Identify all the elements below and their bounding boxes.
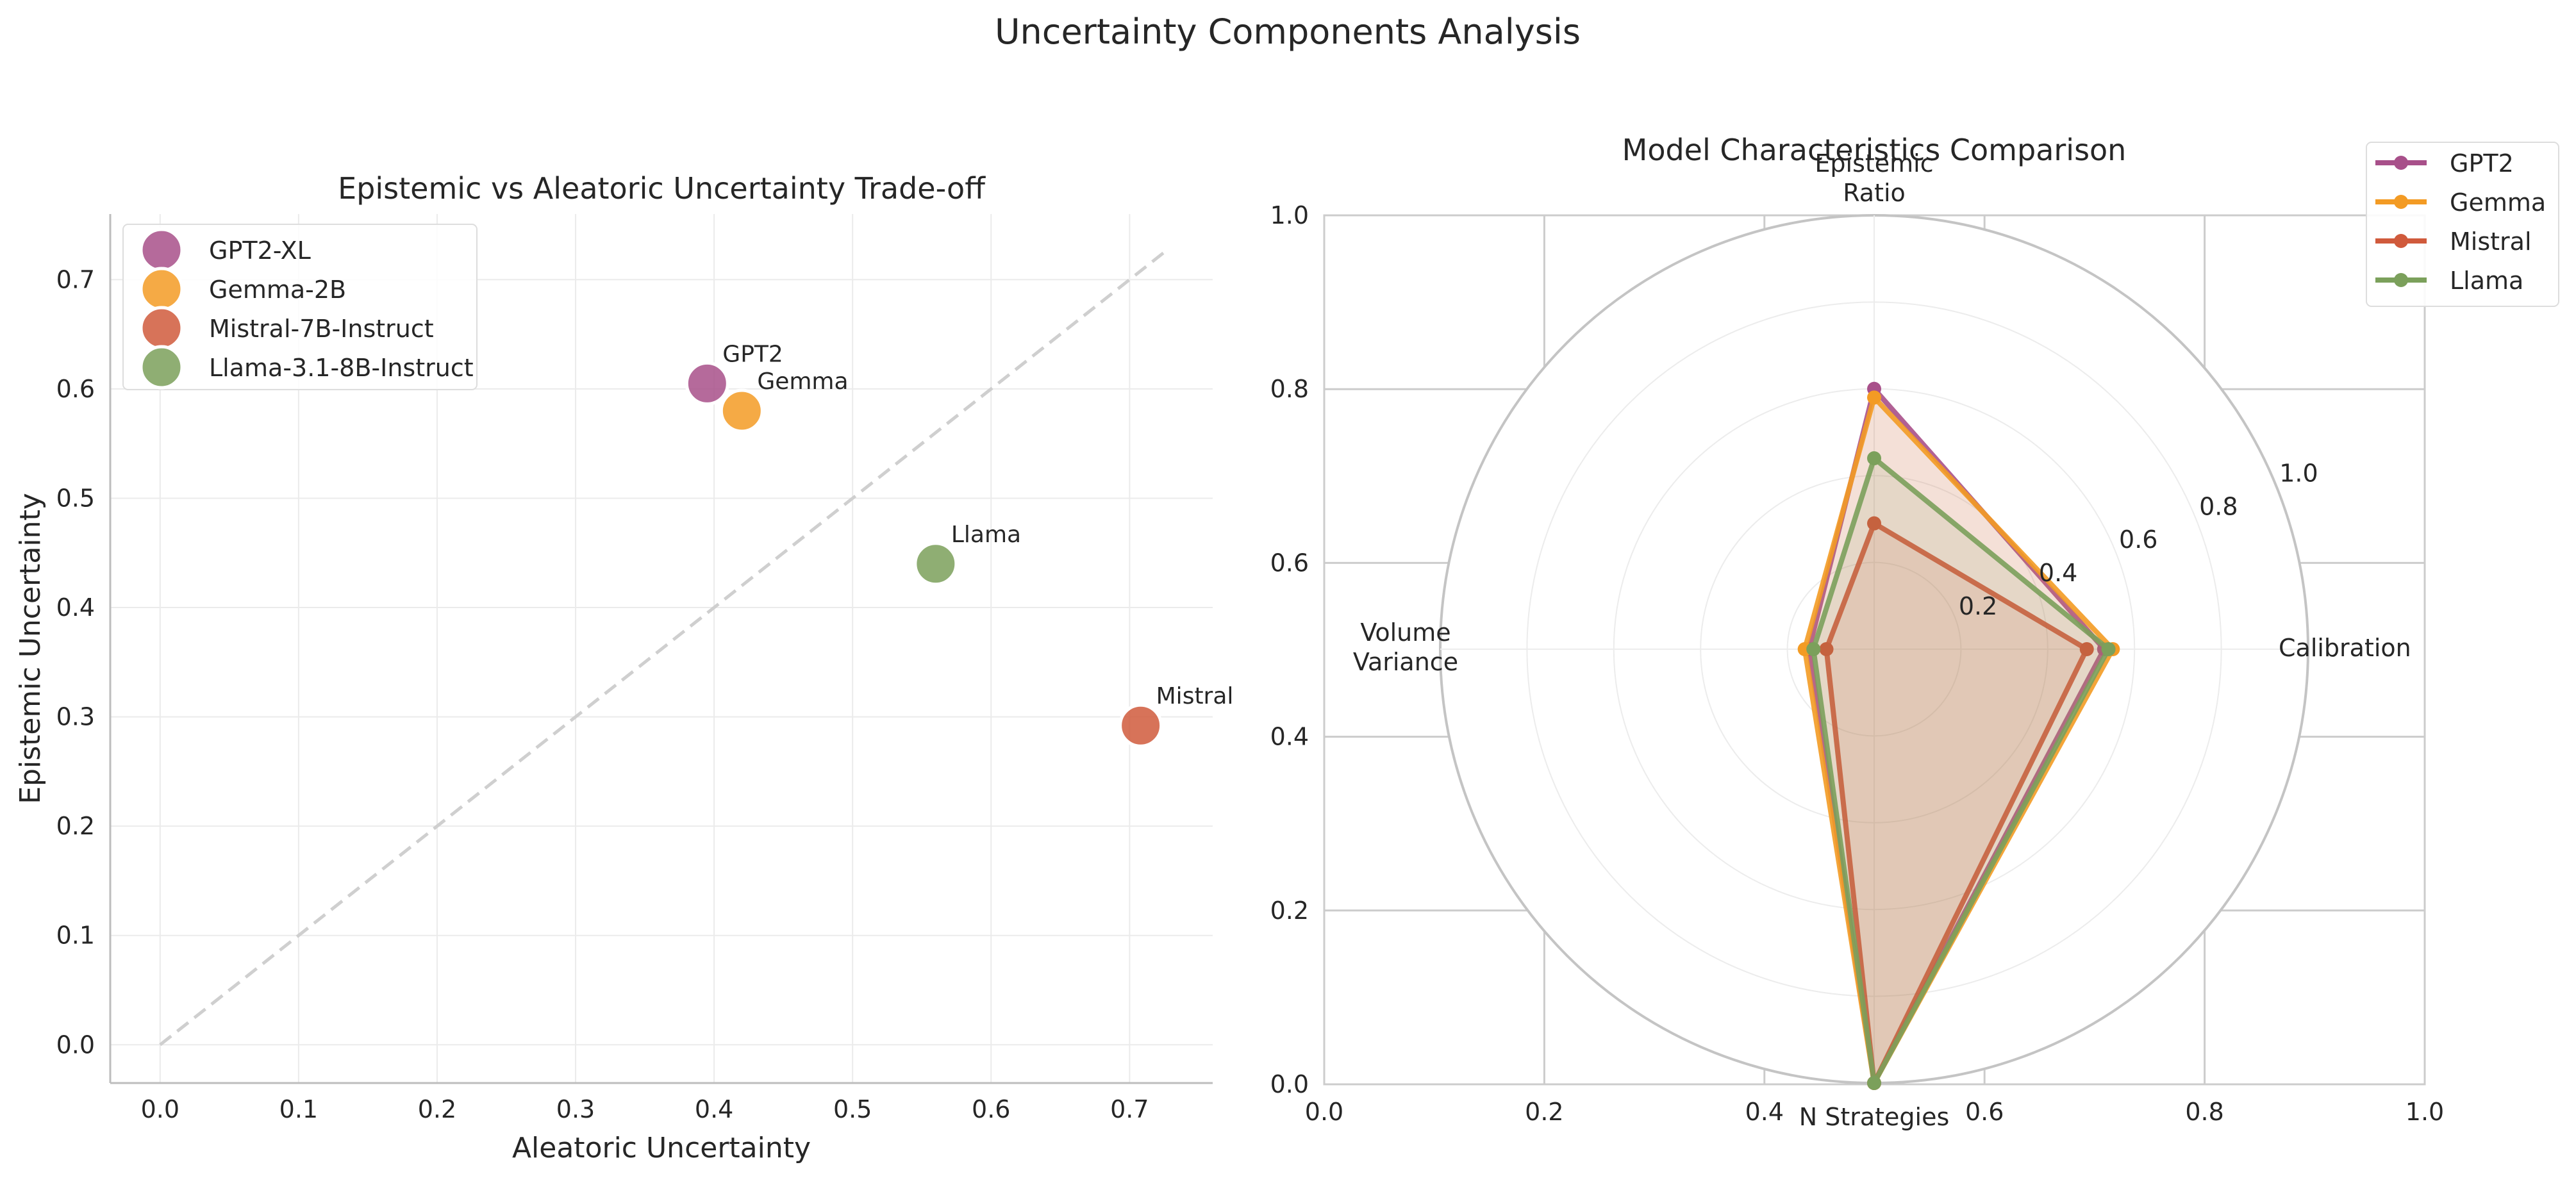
radar-bg-y-tick-label: 1.0 xyxy=(1270,201,1309,229)
radar-legend-label: Mistral xyxy=(2450,228,2532,256)
scatter-legend-label: GPT2-XL xyxy=(209,236,311,265)
radar-bg-x-tick-label: 0.6 xyxy=(1965,1098,2004,1126)
scatter-y-tick-label: 0.3 xyxy=(56,703,95,731)
radar-bg-x-tick-label: 0.4 xyxy=(1745,1098,1784,1126)
radar-bg-x-tick-label: 0.0 xyxy=(1305,1098,1343,1126)
radar-series-point xyxy=(1867,390,1881,405)
scatter-y-tick-label: 0.6 xyxy=(56,375,95,403)
radar-axis-label: Variance xyxy=(1353,648,1458,676)
scatter-x-tick-label: 0.0 xyxy=(141,1095,179,1123)
scatter-legend-frame xyxy=(122,224,478,390)
radar-legend-label: Llama xyxy=(2450,267,2523,295)
scatter-y-tick-label: 0.4 xyxy=(56,593,95,622)
radar-series-point xyxy=(1819,642,1834,656)
scatter-legend-label: Gemma-2B xyxy=(209,276,346,304)
radar-axis-label: Epistemic xyxy=(1815,149,1933,178)
radar-legend-marker xyxy=(2394,273,2408,287)
radar-panel: 0.0 0.2 0.4 0.6 0.8 1.0 0.0 0.2 0.4 0.6 0.8 1.0 0.2 0… xyxy=(1270,133,2559,1131)
scatter-x-tick-label: 0.7 xyxy=(1110,1095,1149,1123)
scatter-point-label: GPT2 xyxy=(722,341,783,367)
radar-bg-x-tick-label: 0.2 xyxy=(1525,1098,1563,1126)
scatter-point xyxy=(913,542,958,586)
radar-title: Model Characteristics Comparison xyxy=(1622,133,2127,167)
scatter-point-label: Llama xyxy=(951,522,1021,548)
radar-legend: GPT2 Gemma Mistral Llama xyxy=(2366,142,2559,307)
scatter-x-tick-label: 0.5 xyxy=(833,1095,872,1123)
scatter-x-tick-label: 0.4 xyxy=(695,1095,733,1123)
scatter-legend-marker xyxy=(139,306,184,351)
radar-legend-label: Gemma xyxy=(2450,188,2546,217)
scatter-legend-label: Mistral-7B-Instruct xyxy=(209,315,434,343)
scatter-reference-line xyxy=(159,251,1165,1046)
figure-title: Uncertainty Components Analysis xyxy=(995,12,1581,52)
scatter-legend-marker xyxy=(139,267,184,311)
radar-series-point xyxy=(1867,451,1881,466)
scatter-y-axis-label: Epistemic Uncertainty xyxy=(14,493,47,804)
scatter-point-label: Gemma xyxy=(757,368,848,395)
scatter-x-tick-label: 0.6 xyxy=(972,1095,1010,1123)
radar-legend-label: GPT2 xyxy=(2450,149,2514,178)
radar-radial-tick-label: 0.2 xyxy=(1959,592,1997,620)
radar-bg-x-tick-label: 0.8 xyxy=(2185,1098,2223,1126)
scatter-point xyxy=(1118,703,1163,748)
radar-series-point xyxy=(1867,1076,1881,1090)
radar-legend-frame xyxy=(2366,142,2559,307)
radar-axis-label: N Strategies xyxy=(1799,1103,1950,1131)
scatter-x-tick-label: 0.3 xyxy=(556,1095,595,1123)
radar-axis-label: Ratio xyxy=(1843,179,1906,207)
radar-radial-tick-label: 0.4 xyxy=(2039,559,2077,587)
scatter-legend-label: Llama-3.1-8B-Instruct xyxy=(209,354,474,382)
scatter-y-tick-label: 0.1 xyxy=(56,922,95,950)
radar-series-point xyxy=(1806,642,1821,656)
radar-bg-y-tick-label: 0.0 xyxy=(1270,1070,1309,1098)
radar-legend-marker xyxy=(2394,234,2408,248)
scatter-legend: GPT2-XL Gemma-2B Mistral-7B-Instruct Llama-… xyxy=(122,224,478,390)
scatter-point xyxy=(685,361,729,406)
scatter-y-tick-label: 0.7 xyxy=(56,265,95,294)
scatter-x-axis-label: Aleatoric Uncertainty xyxy=(512,1132,811,1164)
scatter-point xyxy=(719,388,764,433)
scatter-point-label: Mistral xyxy=(1156,683,1234,709)
scatter-y-tick-label: 0.0 xyxy=(56,1030,95,1059)
radar-radial-tick-label: 1.0 xyxy=(2279,459,2318,488)
radar-radial-tick-label: 0.8 xyxy=(2199,492,2238,520)
radar-bg-x-tick-label: 1.0 xyxy=(2406,1098,2444,1126)
scatter-y-tick-label: 0.2 xyxy=(56,812,95,840)
scatter-x-tick-label: 0.2 xyxy=(418,1095,456,1123)
radar-bg-y-tick-label: 0.4 xyxy=(1270,723,1309,751)
radar-bg-y-tick-label: 0.6 xyxy=(1270,549,1309,577)
radar-axis-label: Calibration xyxy=(2279,634,2411,662)
scatter-title: Epistemic vs Aleatoric Uncertainty Trade… xyxy=(338,171,986,206)
radar-radial-tick-label: 0.6 xyxy=(2119,525,2157,554)
scatter-x-tick-label: 0.1 xyxy=(279,1095,318,1123)
scatter-y-tick-label: 0.5 xyxy=(56,484,95,512)
radar-series-point xyxy=(2101,642,2116,656)
radar-series-point xyxy=(2079,642,2094,656)
radar-legend-marker xyxy=(2394,195,2408,209)
radar-bg-y-tick-label: 0.2 xyxy=(1270,897,1309,925)
radar-legend-marker xyxy=(2394,156,2408,170)
radar-bg-y-tick-label: 0.8 xyxy=(1270,375,1309,403)
scatter-legend-marker xyxy=(139,228,184,272)
radar-axis-label: Volume xyxy=(1360,618,1450,647)
scatter-legend-marker xyxy=(139,345,184,390)
radar-series-point xyxy=(1867,516,1881,531)
scatter-panel: Epistemic vs Aleatoric Uncertainty Trade… xyxy=(14,171,1233,1164)
